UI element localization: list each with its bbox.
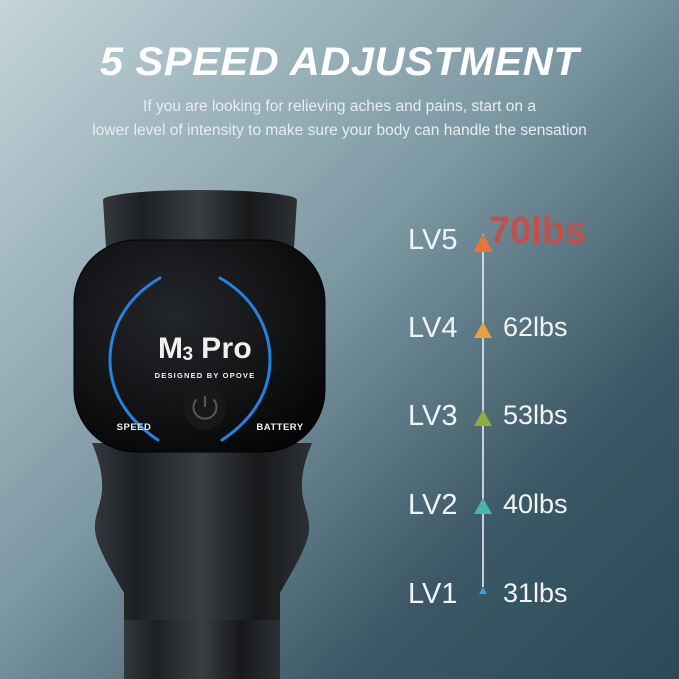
svg-text:SPEED: SPEED (117, 422, 152, 433)
svg-text:BATTERY: BATTERY (256, 422, 303, 433)
svg-text:DESIGNED BY OPOVE: DESIGNED BY OPOVE (155, 371, 256, 380)
svg-text:M3 Pro: M3 Pro (158, 332, 252, 365)
